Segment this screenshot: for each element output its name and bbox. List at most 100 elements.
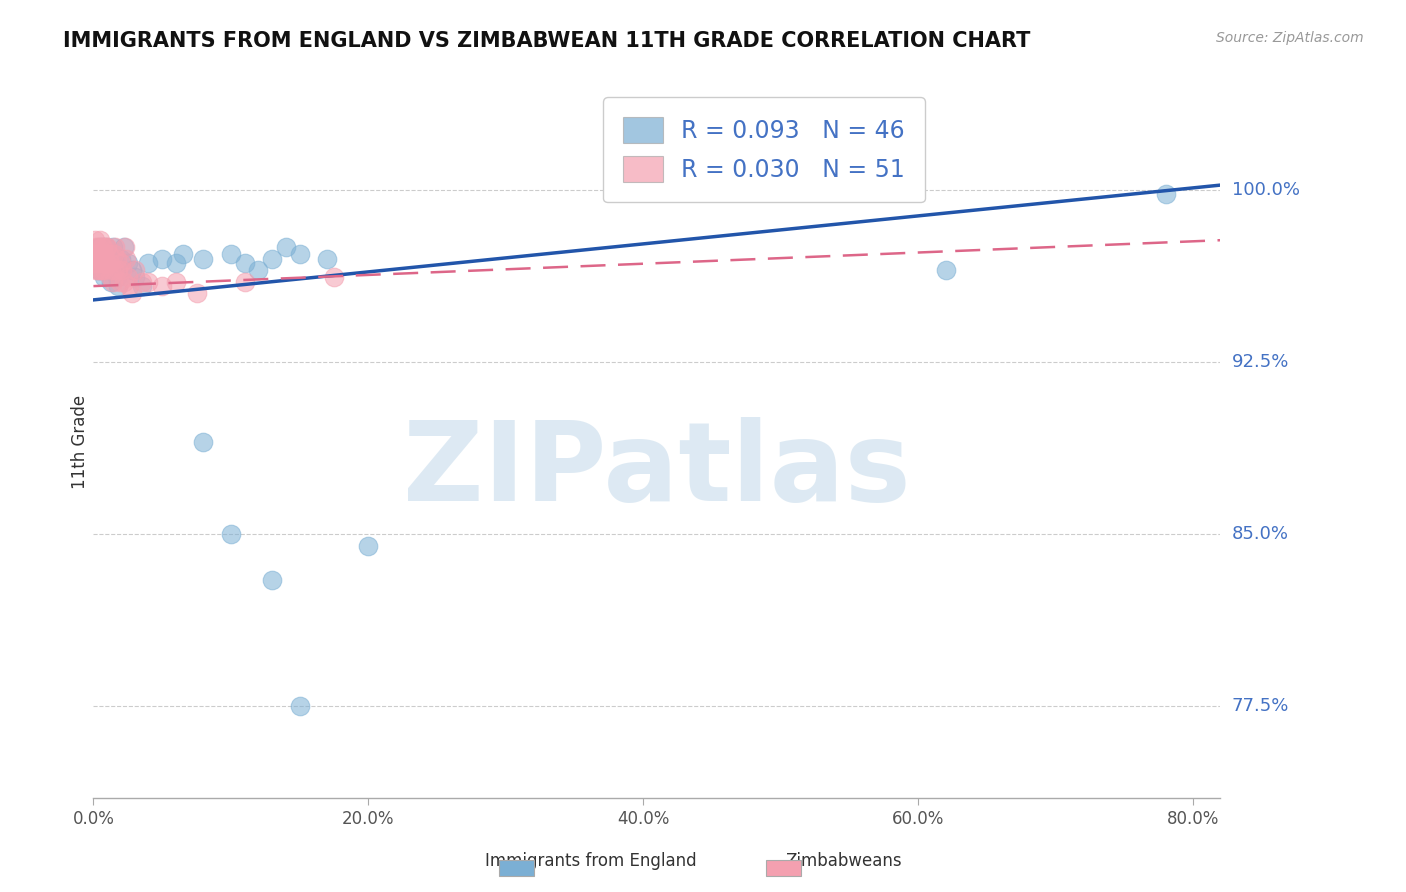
- Point: [247, 263, 270, 277]
- Point: [93, 269, 115, 284]
- Point: [86, 252, 108, 266]
- Point: [83, 243, 105, 257]
- Text: 85.0%: 85.0%: [1232, 525, 1289, 543]
- Point: [111, 263, 134, 277]
- Point: [262, 573, 284, 587]
- Point: [107, 279, 129, 293]
- Point: [97, 256, 120, 270]
- Point: [165, 256, 187, 270]
- Point: [288, 247, 311, 261]
- Point: [96, 256, 118, 270]
- Point: [86, 256, 108, 270]
- Y-axis label: 11th Grade: 11th Grade: [72, 395, 89, 490]
- Point: [323, 269, 346, 284]
- Point: [103, 252, 125, 266]
- Point: [193, 435, 215, 450]
- Text: IMMIGRANTS FROM ENGLAND VS ZIMBABWEAN 11TH GRADE CORRELATION CHART: IMMIGRANTS FROM ENGLAND VS ZIMBABWEAN 11…: [63, 31, 1031, 51]
- Point: [94, 240, 117, 254]
- Point: [90, 263, 112, 277]
- Point: [83, 247, 105, 261]
- Point: [104, 256, 127, 270]
- Point: [98, 269, 121, 284]
- Point: [91, 240, 114, 254]
- Point: [150, 279, 173, 293]
- Point: [98, 263, 121, 277]
- Point: [100, 275, 122, 289]
- Point: [93, 263, 115, 277]
- Point: [84, 256, 107, 270]
- Legend: R = 0.093   N = 46, R = 0.030   N = 51: R = 0.093 N = 46, R = 0.030 N = 51: [603, 97, 925, 202]
- Text: 92.5%: 92.5%: [1232, 353, 1289, 371]
- Text: 100.0%: 100.0%: [1232, 181, 1299, 199]
- Point: [101, 275, 124, 289]
- Text: Immigrants from England: Immigrants from England: [485, 852, 696, 870]
- Point: [112, 275, 135, 289]
- Point: [87, 256, 110, 270]
- Point: [108, 275, 131, 289]
- Point: [288, 699, 311, 714]
- Point: [89, 252, 111, 266]
- Point: [219, 247, 242, 261]
- Point: [90, 240, 112, 254]
- Point: [101, 240, 124, 254]
- Point: [103, 263, 125, 277]
- Point: [93, 247, 115, 261]
- Text: Source: ZipAtlas.com: Source: ZipAtlas.com: [1216, 31, 1364, 45]
- Point: [103, 247, 125, 261]
- Point: [94, 256, 117, 270]
- Point: [90, 240, 112, 254]
- Point: [91, 256, 114, 270]
- Point: [94, 240, 117, 254]
- Point: [131, 275, 153, 289]
- Text: 77.5%: 77.5%: [1232, 698, 1289, 715]
- Point: [219, 527, 242, 541]
- Point: [186, 285, 208, 300]
- Point: [150, 252, 173, 266]
- Point: [118, 279, 141, 293]
- Point: [83, 233, 105, 247]
- Point: [131, 279, 153, 293]
- Point: [115, 252, 138, 266]
- Point: [90, 252, 112, 266]
- Point: [87, 240, 110, 254]
- Point: [100, 263, 122, 277]
- Point: [89, 233, 111, 247]
- Point: [105, 252, 128, 266]
- Text: Zimbabweans: Zimbabweans: [786, 852, 901, 870]
- Point: [233, 256, 256, 270]
- Point: [110, 256, 132, 270]
- Point: [165, 275, 187, 289]
- Point: [114, 240, 136, 254]
- Point: [124, 269, 146, 284]
- Point: [97, 247, 120, 261]
- Point: [86, 263, 108, 277]
- Point: [121, 285, 143, 300]
- Point: [84, 263, 107, 277]
- Point: [233, 275, 256, 289]
- Point: [262, 252, 284, 266]
- Point: [89, 260, 111, 275]
- Point: [91, 256, 114, 270]
- Point: [935, 263, 957, 277]
- Point: [117, 256, 139, 270]
- Point: [104, 240, 127, 254]
- Point: [274, 240, 297, 254]
- Point: [86, 247, 108, 261]
- Point: [84, 252, 107, 266]
- Point: [124, 263, 146, 277]
- Point: [138, 275, 160, 289]
- Point: [98, 256, 121, 270]
- Point: [193, 252, 215, 266]
- Point: [138, 256, 160, 270]
- Point: [1154, 187, 1177, 202]
- Point: [117, 269, 139, 284]
- Point: [357, 539, 380, 553]
- Point: [107, 263, 129, 277]
- Point: [105, 269, 128, 284]
- Point: [89, 263, 111, 277]
- Point: [87, 263, 110, 277]
- Point: [316, 252, 339, 266]
- Point: [110, 252, 132, 266]
- Point: [96, 240, 118, 254]
- Point: [86, 240, 108, 254]
